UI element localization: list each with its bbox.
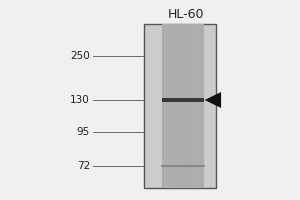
FancyBboxPatch shape	[144, 24, 216, 188]
Text: HL-60: HL-60	[168, 7, 204, 21]
Text: 250: 250	[70, 51, 90, 61]
FancyBboxPatch shape	[162, 24, 204, 188]
Polygon shape	[205, 92, 221, 108]
Text: 72: 72	[77, 161, 90, 171]
FancyBboxPatch shape	[162, 98, 204, 102]
Text: 130: 130	[70, 95, 90, 105]
Text: 95: 95	[77, 127, 90, 137]
